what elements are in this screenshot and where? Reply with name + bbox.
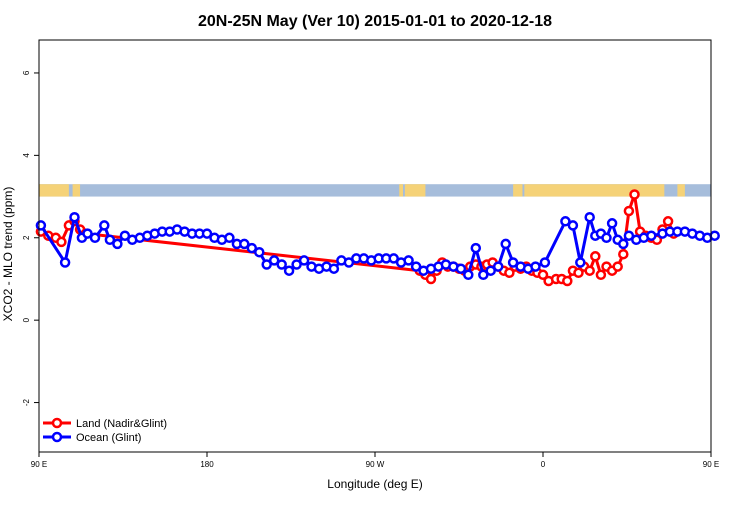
y-tick-label: 6 — [22, 70, 31, 75]
ocean-point — [119, 230, 131, 241]
ocean-point — [500, 238, 511, 250]
ocean-point — [618, 238, 629, 250]
ocean-point — [584, 211, 595, 223]
legend-label: Land (Nadir&Glint) — [76, 418, 167, 430]
map-land-mass — [524, 184, 665, 197]
y-axis-label: XCO2 - MLO trend (ppm) — [1, 187, 15, 322]
ocean-point — [455, 263, 467, 274]
map-land-mass — [399, 184, 403, 197]
ocean-point — [82, 228, 93, 239]
ocean-point — [388, 253, 399, 264]
ocean-point — [507, 257, 519, 268]
map-land-mass — [39, 184, 69, 197]
x-axis-label: Longitude (deg E) — [327, 477, 422, 491]
ocean-point — [410, 261, 422, 272]
ocean-point — [709, 230, 720, 241]
x-tick-label: 0 — [541, 460, 546, 469]
map-land-mass — [404, 184, 426, 197]
chart-title: 20N-25N May (Ver 10) 2015-01-01 to 2020-… — [198, 13, 552, 30]
map-strip — [39, 184, 711, 197]
land-point — [584, 265, 595, 276]
series-layer — [35, 189, 720, 287]
ocean-point — [239, 238, 250, 250]
ocean-point — [291, 259, 302, 270]
ocean-point — [567, 220, 579, 231]
x-tick-label: 90 E — [703, 460, 719, 469]
x-tick-label: 90 E — [31, 460, 47, 469]
ocean-point — [478, 269, 489, 281]
ocean-point — [276, 259, 287, 270]
ocean-point — [224, 232, 235, 244]
ocean-point — [99, 220, 110, 231]
map-land-mass — [72, 184, 81, 197]
land-point — [623, 205, 635, 217]
ocean-point — [601, 232, 612, 244]
ocean-point — [112, 238, 123, 250]
ocean-point — [623, 230, 635, 241]
x-tick-label: 180 — [200, 460, 214, 469]
ocean-point — [69, 211, 80, 223]
ocean-point — [463, 269, 474, 281]
ocean-point — [575, 257, 586, 268]
land-point — [573, 267, 584, 279]
ocean-point — [530, 261, 541, 272]
ocean-point — [560, 216, 571, 227]
ocean-point — [59, 257, 71, 268]
ocean-point — [646, 230, 657, 241]
ocean-point — [201, 228, 213, 239]
map-land-mass — [677, 184, 685, 197]
y-tick-label: 0 — [22, 317, 31, 322]
land-point — [425, 273, 437, 285]
ocean-point — [539, 257, 551, 268]
ocean-point — [254, 246, 265, 258]
legend-label: Ocean (Glint) — [76, 432, 141, 444]
plot-frame — [38, 39, 712, 453]
ocean-point — [283, 265, 295, 276]
ocean-point — [298, 255, 310, 266]
y-tick-label: 4 — [22, 153, 31, 158]
ocean-point — [485, 265, 496, 276]
ocean-point — [492, 261, 504, 272]
ocean-point — [403, 255, 414, 266]
land-point — [56, 236, 67, 248]
x-tick-label: 90 W — [366, 460, 385, 469]
axes: 90 E 180 90 W 0 90 E -2 0 2 4 6 — [22, 70, 719, 469]
ocean-point — [470, 242, 482, 254]
ocean-point — [35, 220, 47, 231]
legend-marker — [51, 431, 63, 443]
ocean-point — [343, 257, 355, 268]
land-point — [618, 248, 629, 260]
ocean-point — [104, 234, 116, 246]
ocean-point — [328, 263, 340, 274]
ocean-point — [246, 242, 258, 254]
y-tick-label: -2 — [22, 398, 31, 406]
ocean-point — [89, 232, 101, 244]
land-point — [562, 275, 573, 287]
ocean-point — [261, 259, 272, 270]
legend-marker — [51, 417, 63, 429]
land-point — [662, 216, 674, 227]
land-point — [612, 261, 623, 272]
ocean-point — [268, 255, 280, 266]
ocean-point — [606, 218, 618, 229]
land-point — [595, 269, 607, 281]
land-point — [537, 269, 549, 281]
legend: Land (Nadir&Glint) Ocean (Glint) — [43, 417, 167, 444]
y-tick-label: 2 — [22, 235, 31, 240]
land-point — [629, 189, 640, 200]
map-land-mass — [513, 184, 523, 197]
land-point — [504, 267, 515, 279]
land-point — [590, 251, 601, 262]
